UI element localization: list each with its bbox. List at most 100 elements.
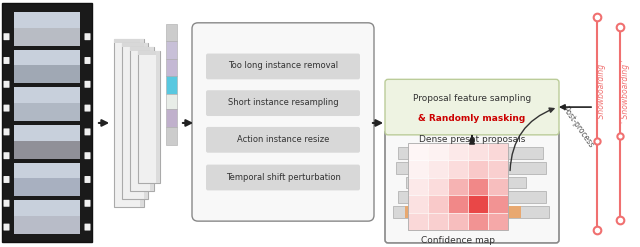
FancyBboxPatch shape [408,195,428,213]
FancyBboxPatch shape [488,195,508,213]
FancyBboxPatch shape [138,51,160,55]
FancyBboxPatch shape [114,39,144,207]
FancyBboxPatch shape [3,81,10,88]
FancyBboxPatch shape [385,130,559,243]
FancyBboxPatch shape [488,160,508,178]
FancyBboxPatch shape [192,23,374,221]
FancyBboxPatch shape [84,81,90,88]
FancyBboxPatch shape [3,57,10,64]
FancyArrowPatch shape [510,108,554,171]
FancyBboxPatch shape [14,87,80,103]
FancyBboxPatch shape [166,59,177,76]
FancyBboxPatch shape [427,147,485,159]
FancyBboxPatch shape [206,54,360,79]
FancyBboxPatch shape [468,195,488,213]
FancyBboxPatch shape [406,206,521,218]
Text: Post-process: Post-process [561,104,596,149]
FancyBboxPatch shape [130,47,154,51]
FancyBboxPatch shape [3,152,10,159]
FancyBboxPatch shape [3,128,10,135]
FancyBboxPatch shape [150,47,154,191]
FancyBboxPatch shape [14,163,80,179]
FancyBboxPatch shape [14,12,80,28]
FancyBboxPatch shape [385,79,559,135]
FancyBboxPatch shape [448,178,468,195]
FancyBboxPatch shape [84,224,90,230]
FancyBboxPatch shape [14,163,80,196]
FancyBboxPatch shape [14,87,80,121]
FancyBboxPatch shape [14,125,80,159]
FancyBboxPatch shape [448,143,468,160]
FancyBboxPatch shape [84,33,90,40]
Text: Confidence map: Confidence map [421,236,495,245]
FancyBboxPatch shape [166,76,177,94]
FancyBboxPatch shape [488,143,508,160]
FancyBboxPatch shape [3,224,10,230]
FancyBboxPatch shape [3,105,10,112]
FancyBboxPatch shape [428,160,448,178]
FancyBboxPatch shape [166,24,177,41]
Text: Temporal shift perturbation: Temporal shift perturbation [225,172,340,182]
FancyBboxPatch shape [14,50,80,65]
FancyBboxPatch shape [14,50,80,83]
FancyBboxPatch shape [138,51,160,184]
FancyBboxPatch shape [14,12,80,46]
Text: Proposal feature sampling: Proposal feature sampling [413,94,531,103]
FancyBboxPatch shape [428,195,448,213]
FancyBboxPatch shape [166,41,177,59]
FancyBboxPatch shape [468,213,488,230]
FancyBboxPatch shape [428,143,448,160]
FancyBboxPatch shape [3,176,10,183]
FancyBboxPatch shape [84,57,90,64]
Text: ' Snowboarding ': ' Snowboarding ' [598,59,607,123]
FancyBboxPatch shape [398,147,543,159]
FancyBboxPatch shape [2,3,92,242]
Text: Short instance resampling: Short instance resampling [228,98,339,107]
FancyBboxPatch shape [84,152,90,159]
Text: & Randomly masking: & Randomly masking [419,114,525,123]
FancyBboxPatch shape [140,39,144,207]
FancyBboxPatch shape [3,200,10,207]
FancyBboxPatch shape [398,191,546,203]
Text: ' Snowboarding ': ' Snowboarding ' [621,59,630,123]
FancyBboxPatch shape [122,43,148,47]
FancyBboxPatch shape [468,178,488,195]
FancyBboxPatch shape [448,160,468,178]
FancyBboxPatch shape [122,43,148,199]
FancyBboxPatch shape [393,206,549,218]
FancyBboxPatch shape [468,160,488,178]
FancyBboxPatch shape [166,109,177,127]
FancyBboxPatch shape [14,200,80,216]
FancyBboxPatch shape [396,162,546,174]
FancyBboxPatch shape [468,143,488,160]
FancyBboxPatch shape [448,195,468,213]
FancyBboxPatch shape [156,51,160,184]
FancyBboxPatch shape [406,177,526,188]
FancyBboxPatch shape [448,213,468,230]
Text: Too long instance removal: Too long instance removal [228,62,338,70]
FancyBboxPatch shape [166,94,177,109]
FancyBboxPatch shape [14,125,80,141]
Text: Action instance resize: Action instance resize [237,135,329,144]
FancyBboxPatch shape [114,39,144,43]
FancyBboxPatch shape [408,213,428,230]
FancyBboxPatch shape [144,43,148,199]
FancyBboxPatch shape [436,177,468,188]
FancyBboxPatch shape [84,176,90,183]
FancyBboxPatch shape [84,200,90,207]
FancyBboxPatch shape [206,165,360,190]
FancyBboxPatch shape [408,143,428,160]
FancyBboxPatch shape [206,90,360,116]
FancyBboxPatch shape [408,160,428,178]
FancyBboxPatch shape [428,213,448,230]
Text: Dense preset proposals: Dense preset proposals [419,135,525,144]
FancyBboxPatch shape [428,178,448,195]
FancyBboxPatch shape [84,105,90,112]
FancyBboxPatch shape [414,162,504,174]
FancyBboxPatch shape [488,178,508,195]
FancyBboxPatch shape [166,127,177,145]
FancyBboxPatch shape [3,33,10,40]
FancyBboxPatch shape [206,127,360,153]
FancyBboxPatch shape [408,178,428,195]
FancyBboxPatch shape [84,128,90,135]
